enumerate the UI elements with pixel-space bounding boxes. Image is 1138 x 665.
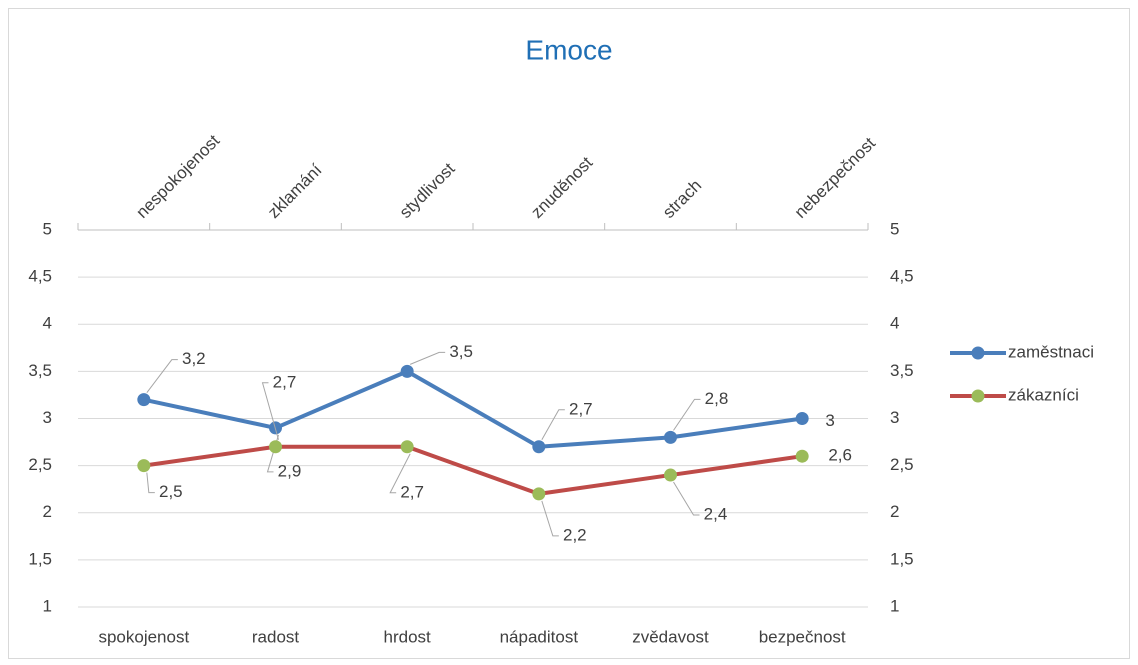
series-line — [143, 444, 803, 496]
y-tick-label: 1 — [43, 596, 52, 615]
y2-tick-label: 2,5 — [890, 455, 914, 474]
marker — [137, 459, 151, 473]
x-tick-label: spokojenost — [98, 627, 189, 646]
marker — [400, 440, 414, 454]
legend-label: zaměstnaci — [1008, 342, 1094, 361]
y2-tick-label: 1 — [890, 596, 899, 615]
y2-tick-label: 4 — [890, 314, 899, 333]
x-tick-label: radost — [252, 627, 300, 646]
marker — [532, 487, 546, 501]
marker — [664, 430, 677, 444]
leader-line — [673, 398, 701, 431]
y-tick-label: 4,5 — [28, 267, 52, 286]
x-tick-label: hrdost — [384, 627, 432, 646]
leader-line — [409, 351, 446, 365]
leader-line — [389, 453, 411, 494]
data-label: 3 — [825, 411, 834, 430]
chart-title: Emoce — [525, 34, 612, 65]
leader-line — [261, 382, 279, 440]
leader-line — [146, 472, 155, 494]
marker — [795, 412, 809, 425]
marker — [664, 468, 677, 482]
y-tick-label: 5 — [43, 219, 52, 238]
data-label: 3,2 — [182, 349, 206, 368]
marker — [400, 364, 414, 378]
x-tick-label: bezpečnost — [759, 627, 846, 646]
leader-line — [146, 359, 178, 393]
data-label: 2,6 — [828, 446, 852, 465]
data-label: 2,9 — [278, 461, 302, 480]
leader-line — [541, 500, 559, 537]
data-label: 2,7 — [400, 482, 424, 501]
y-tick-label: 2,5 — [28, 455, 52, 474]
data-label: 2,7 — [569, 399, 593, 418]
marker — [269, 440, 282, 454]
y-tick-label: 3 — [43, 408, 52, 427]
y2-tick-label: 1,5 — [890, 549, 914, 568]
legend-marker — [971, 346, 985, 360]
data-label: 3,5 — [449, 342, 473, 361]
series-line — [143, 369, 803, 449]
y2-tick-label: 4,5 — [890, 267, 914, 286]
data-label: 2,8 — [705, 389, 729, 408]
marker — [795, 449, 809, 463]
y-tick-label: 2 — [43, 502, 52, 521]
leader-line — [673, 481, 700, 516]
y-tick-label: 3,5 — [28, 361, 52, 380]
data-label: 2,2 — [563, 525, 587, 544]
y-tick-label: 1,5 — [28, 549, 52, 568]
legend-label: zákazníci — [1008, 385, 1079, 404]
y-tick-label: 4 — [43, 314, 52, 333]
marker — [532, 440, 546, 454]
data-label: 2,7 — [273, 372, 297, 391]
legend-marker — [971, 389, 985, 403]
marker — [137, 393, 151, 407]
y2-tick-label: 3,5 — [890, 361, 914, 380]
leader-line — [541, 409, 565, 441]
x-tick-label: nápaditost — [500, 627, 579, 646]
x-tick-label: zvědavost — [632, 627, 709, 646]
y2-tick-label: 5 — [890, 219, 899, 238]
data-label: 2,4 — [704, 505, 728, 524]
y2-tick-label: 3 — [890, 408, 899, 427]
y2-tick-label: 2 — [890, 502, 899, 521]
chart-border — [8, 8, 1130, 659]
data-label: 2,5 — [159, 482, 183, 501]
